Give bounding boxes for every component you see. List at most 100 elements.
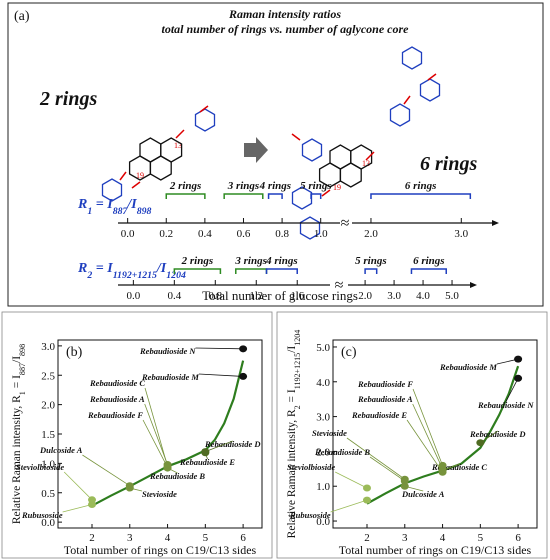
range-bracket	[265, 268, 298, 274]
label-part: 898	[18, 344, 27, 356]
molecule-label: 6 rings	[420, 153, 477, 175]
point	[438, 468, 447, 476]
panel-subtitle: total number of rings vs. number of agly…	[161, 22, 409, 36]
point-label: Rubusoside	[289, 510, 331, 520]
label-leader	[334, 471, 368, 489]
range-bracket	[310, 193, 322, 199]
label-leader	[505, 378, 519, 403]
point-label: Dulcoside A	[39, 445, 83, 455]
label-part: /I	[11, 356, 23, 363]
label-part: R	[77, 261, 87, 276]
axis-break: ≈	[341, 215, 350, 232]
point	[125, 484, 134, 492]
x-tick-label: 4	[440, 532, 446, 544]
label-part: R	[77, 197, 87, 212]
x-tick-label: 3	[127, 532, 133, 544]
ring	[194, 108, 216, 132]
point-label: Steviolbioside	[16, 462, 64, 472]
point-label: Rebaudioside B	[149, 471, 205, 481]
axis-title: Total number of rings on C19/C13 sides	[339, 543, 532, 557]
point	[476, 439, 485, 447]
label-part: 2	[293, 405, 302, 409]
label-part: = I	[92, 261, 113, 276]
label-part: /I	[126, 197, 137, 212]
y-tick-label: 5.0	[316, 342, 330, 354]
tick-label: 3.0	[387, 290, 401, 302]
panel-label: (c)	[341, 345, 357, 360]
label-leader	[198, 373, 244, 377]
label-leader	[369, 456, 406, 482]
x-tick-label: 5	[203, 532, 209, 544]
label-part: = I	[92, 197, 113, 212]
point-label: Rebaudioside E	[179, 457, 235, 467]
tick-label: 0.8	[208, 290, 222, 302]
ring	[401, 46, 423, 70]
point	[400, 482, 409, 490]
point-label: Dulcoside A	[401, 489, 445, 499]
point-label: Rebaudioside F	[357, 379, 413, 389]
tick-label: 0.6	[237, 228, 251, 240]
label-part: = I	[11, 375, 23, 391]
range-label: 5 rings	[300, 180, 332, 192]
label-part: /I	[286, 346, 298, 353]
point	[163, 463, 172, 471]
y-tick-label: 4.0	[316, 377, 330, 389]
tick-label: 0.2	[159, 228, 173, 240]
x-tick-label: 4	[165, 532, 171, 544]
label-part: 1192+1215	[113, 270, 157, 281]
y-tick-label: 2.0	[41, 400, 55, 412]
axis-break: ≈	[335, 277, 344, 294]
panel-b-frame	[1, 311, 273, 559]
tick-label: 1.6	[290, 290, 304, 302]
label-part: 887	[113, 206, 129, 217]
x-tick-label: 2	[89, 532, 95, 544]
point-label: Rebaudioside A	[357, 394, 413, 404]
label-leader	[142, 419, 168, 468]
label-leader	[412, 388, 443, 466]
vibration-arrow	[119, 171, 127, 181]
y-tick-label: 3.0	[41, 341, 55, 353]
panel-label: (a)	[14, 9, 30, 24]
range-bracket	[173, 268, 222, 274]
point-label: Rebaudioside D	[204, 439, 261, 449]
y-tick-label: 0.5	[41, 488, 55, 500]
tick-label: 3.0	[454, 228, 468, 240]
vibration-arrow	[175, 129, 185, 139]
y-tick-label: 1.5	[41, 429, 55, 441]
plot-frame	[332, 339, 538, 529]
point	[239, 372, 248, 380]
ring	[160, 137, 183, 163]
y-tick-label: 0.0	[41, 517, 55, 529]
reaction-arrow	[244, 137, 268, 163]
range-bracket	[223, 193, 264, 199]
x-tick-label: 2	[364, 532, 370, 544]
tick-label: 0.0	[126, 290, 140, 302]
vibration-arrow	[365, 151, 375, 161]
point	[88, 496, 96, 504]
range-label: 2 rings	[181, 255, 214, 267]
y-tick-label: 2.5	[41, 370, 55, 382]
vibration-arrow	[199, 105, 209, 113]
point-label: Rebaudioside C	[431, 462, 487, 472]
ring	[329, 144, 352, 170]
label-part: 1	[87, 206, 92, 217]
y-tick-label: 2.0	[316, 446, 330, 458]
label-part: R	[286, 409, 298, 417]
label-leader	[205, 440, 233, 452]
point-label: Stevioside	[142, 489, 177, 499]
ring	[101, 178, 123, 202]
y-tick-label: 1.0	[316, 481, 330, 493]
label-part: 887	[18, 363, 27, 375]
label-leader	[406, 419, 443, 473]
ring	[139, 137, 162, 163]
fit-curve	[366, 365, 520, 505]
range-label: 6 rings	[413, 255, 445, 267]
range-bracket	[235, 268, 268, 274]
label-part: 898	[137, 206, 152, 217]
point	[514, 374, 523, 382]
point-label: Rubusoside	[21, 510, 63, 520]
label-leader	[144, 387, 168, 467]
axis-title: Relative Raman intensity, R2 = I1192+121…	[286, 330, 302, 539]
label-leader	[195, 347, 244, 350]
panel-label: (b)	[66, 345, 83, 360]
